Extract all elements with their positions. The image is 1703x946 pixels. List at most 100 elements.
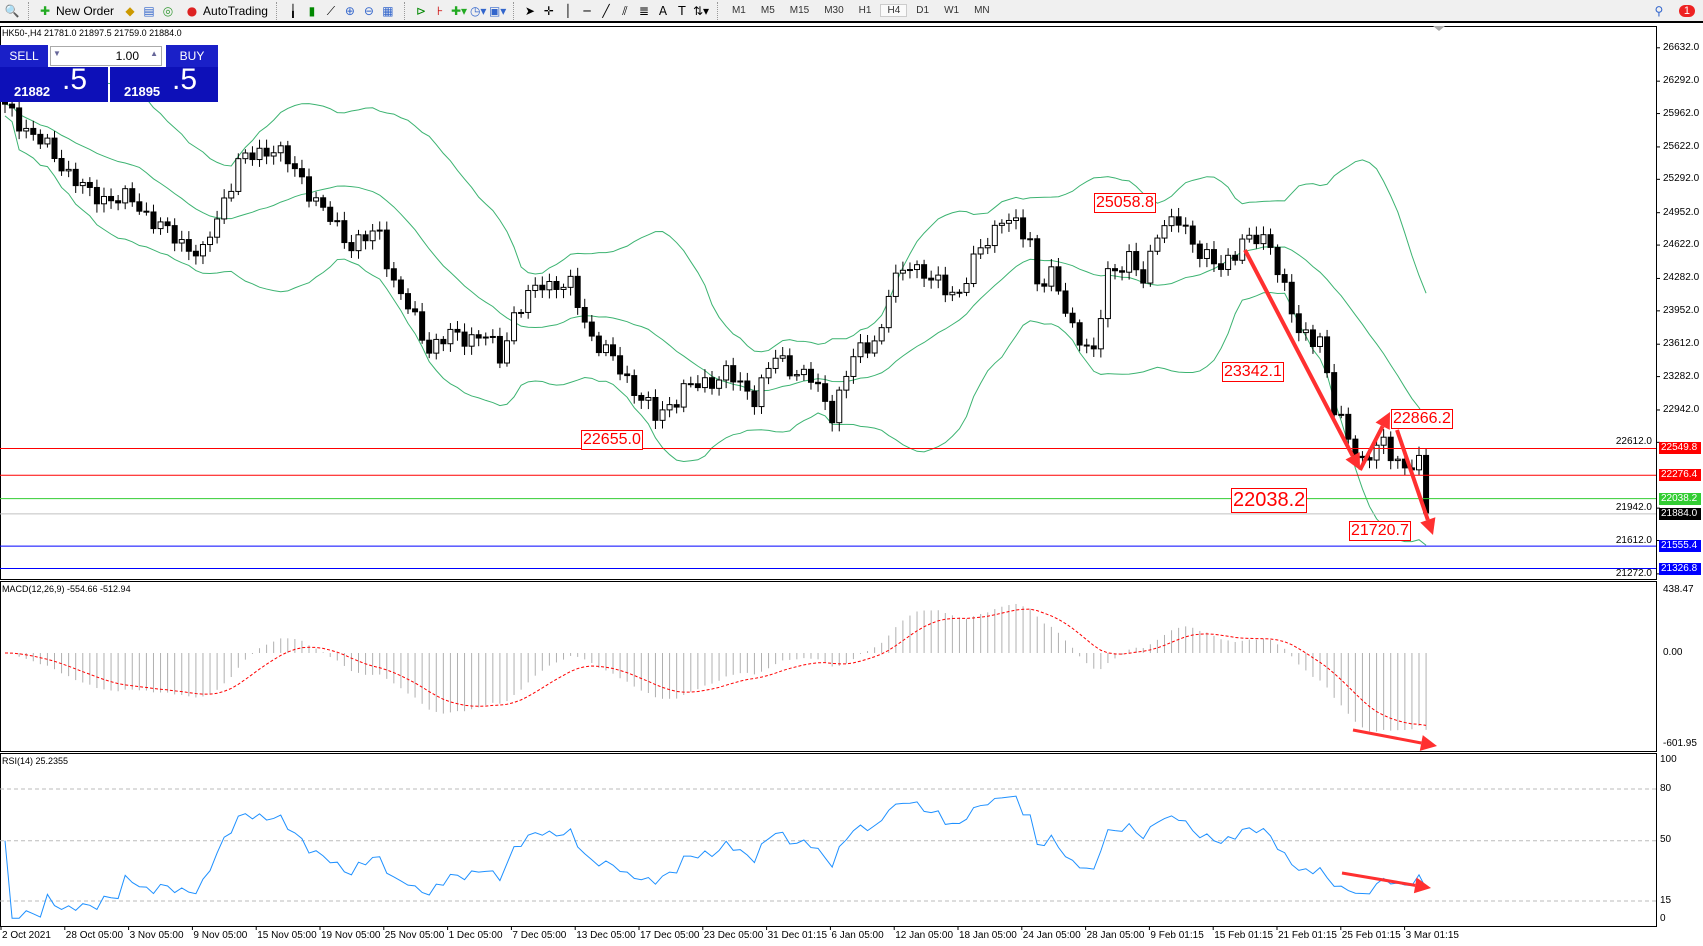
candle-body <box>143 210 150 213</box>
arrow-head <box>1345 452 1360 470</box>
candle-body <box>624 373 631 377</box>
candle-body <box>1288 281 1295 315</box>
candle-body <box>737 380 744 383</box>
candle-body <box>539 284 546 291</box>
timeframe-w1[interactable]: W1 <box>944 5 960 16</box>
candle-body <box>518 311 525 314</box>
time-axis-label: 7 Dec 05:00 <box>512 930 567 941</box>
search-icon[interactable]: ⚲ <box>1654 3 1664 18</box>
candle-body <box>793 374 800 377</box>
timeframe-h4[interactable]: H4 <box>880 4 908 17</box>
candle-body <box>645 396 652 401</box>
text-label-icon[interactable]: T <box>678 3 686 18</box>
zoom-out-icon[interactable]: ⊖ <box>363 3 374 18</box>
notifications-badge[interactable]: 1 <box>1678 4 1695 17</box>
candle-body <box>906 269 913 272</box>
price-annotation[interactable]: 22038.2 <box>1231 488 1308 513</box>
candle-body <box>454 328 461 333</box>
time-axis-label: 3 Mar 01:15 <box>1405 930 1459 941</box>
text-icon[interactable]: A <box>658 3 668 18</box>
candle-body <box>263 147 270 157</box>
chart-shift-marker <box>1433 26 1445 31</box>
price-axis-label: 24282.0 <box>1663 272 1700 284</box>
candle-body <box>489 335 496 338</box>
price-annotation[interactable]: 23342.1 <box>1222 362 1284 382</box>
chart-shift-icon[interactable]: ⊦ <box>436 3 444 18</box>
candle-body <box>998 222 1005 226</box>
macd-axis-label: 0.00 <box>1663 647 1683 658</box>
timeframe-d1[interactable]: D1 <box>916 5 930 16</box>
candle-body <box>1083 344 1090 347</box>
crosshair-icon[interactable]: ✛ <box>543 3 554 18</box>
timeframe-mn[interactable]: MN <box>974 5 990 16</box>
candle-body <box>468 334 475 347</box>
time-axis-label: 24 Jan 05:00 <box>1022 930 1081 941</box>
bar-chart-icon[interactable]: ╽ <box>289 3 297 18</box>
price-annotation[interactable]: 25058.8 <box>1094 193 1156 213</box>
market-watch-icon[interactable]: ▤ <box>143 3 155 18</box>
candle-body <box>475 334 482 339</box>
candle-body <box>115 200 122 204</box>
timeframe-m15[interactable]: M15 <box>789 5 810 16</box>
vertical-line-icon[interactable]: │ <box>564 3 572 18</box>
candle-body <box>228 190 235 199</box>
buy-price-main: 21895 <box>124 84 161 99</box>
cursor-icon[interactable]: ➤ <box>524 3 535 18</box>
timeframe-m5[interactable]: M5 <box>760 5 775 16</box>
buy-button[interactable]: BUY <box>166 45 218 67</box>
candle-body <box>1140 269 1147 284</box>
candle-body <box>694 383 701 389</box>
price-axis-label: 22612.0 <box>1615 436 1652 448</box>
volume-up-icon[interactable]: ▲ <box>150 49 158 58</box>
signals-icon[interactable]: ◎ <box>162 3 174 18</box>
new-order-button[interactable]: ✚ New Order <box>33 1 118 21</box>
periods-icon[interactable]: ◷▾ <box>469 3 487 18</box>
indicators-icon[interactable]: ✚▾ <box>450 3 468 18</box>
candle-body <box>687 383 694 386</box>
arrows-icon[interactable]: ⇅▾ <box>692 3 710 18</box>
templates-icon[interactable]: ▣▾ <box>488 3 507 18</box>
price-axis-label: 21942.0 <box>1615 502 1652 514</box>
horizontal-line-icon[interactable]: ─ <box>583 3 591 18</box>
candle-body <box>1069 312 1076 324</box>
candle-body <box>871 340 878 354</box>
fibonacci-icon[interactable]: ≣ <box>638 3 649 18</box>
tile-windows-icon[interactable]: ▦ <box>382 3 394 18</box>
buy-price[interactable]: 21895 .5 <box>110 63 218 102</box>
candle-body <box>723 365 730 381</box>
price-annotation[interactable]: 22655.0 <box>581 430 643 450</box>
volume-field[interactable]: ▼ 1.00 ▲ <box>50 46 162 66</box>
search-icon[interactable]: 🔍 <box>4 3 20 18</box>
autotrading-button[interactable]: ● AutoTrading <box>180 1 272 21</box>
autoscroll-icon[interactable]: ⊳ <box>415 3 426 18</box>
line-chart-icon[interactable]: ⟋ <box>326 3 336 18</box>
candle-body <box>680 383 687 408</box>
timeframe-m1[interactable]: M1 <box>731 5 746 16</box>
rsi-axis-label: 80 <box>1660 783 1672 794</box>
candle-body <box>37 133 44 145</box>
candlestick-chart-icon[interactable]: ▮ <box>308 3 316 18</box>
candle-body <box>376 229 383 232</box>
candle-body <box>991 224 998 247</box>
sell-button[interactable]: SELL <box>0 45 48 67</box>
zoom-in-icon[interactable]: ⊕ <box>344 3 355 18</box>
price-annotation[interactable]: 21720.7 <box>1349 521 1411 541</box>
price-axis-label: 21272.0 <box>1615 567 1652 579</box>
trendline-icon[interactable]: ╱ <box>602 3 610 18</box>
candle-body <box>1317 336 1324 347</box>
macd-pane <box>0 581 1657 752</box>
time-axis-label: 18 Jan 05:00 <box>959 930 1017 941</box>
time-axis-label: 9 Feb 01:15 <box>1150 930 1204 941</box>
candle-body <box>807 368 814 383</box>
candle-body <box>546 280 553 291</box>
timeframe-m30[interactable]: M30 <box>824 5 844 16</box>
sell-price[interactable]: 21882 .5 <box>0 63 108 102</box>
equidistant-channel-icon[interactable]: ⫽ <box>622 3 628 18</box>
price-annotation[interactable]: 22866.2 <box>1391 409 1453 429</box>
timeframe-h1[interactable]: H1 <box>858 5 872 16</box>
volume-down-icon[interactable]: ▼ <box>53 49 61 58</box>
candle-body <box>1274 246 1281 276</box>
metaeditor-icon[interactable]: ◆ <box>125 3 135 18</box>
candle-body <box>150 211 157 230</box>
